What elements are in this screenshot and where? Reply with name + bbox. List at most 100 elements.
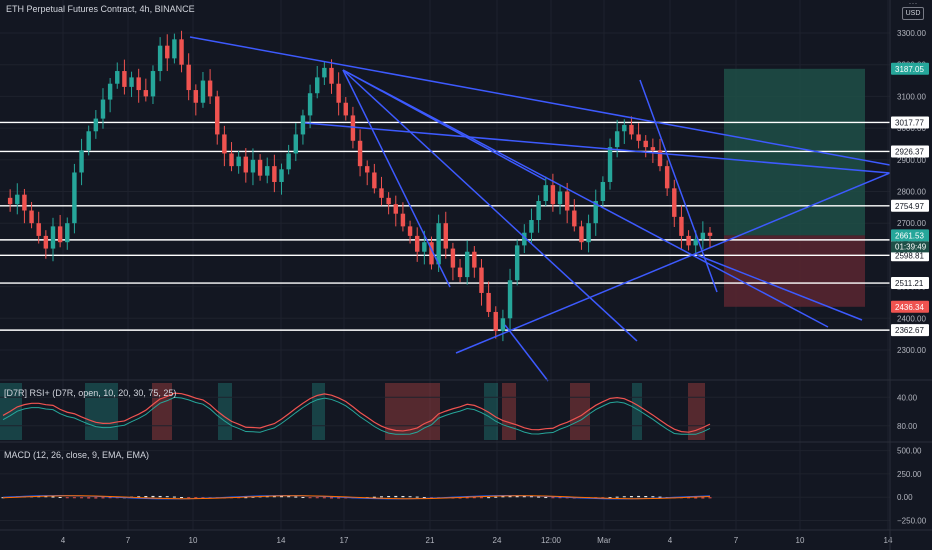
price-level-label: 2926.37 (895, 147, 924, 156)
price-tag (891, 62, 929, 75)
macd-histogram-bar (387, 496, 391, 498)
trendline[interactable] (304, 122, 891, 174)
candle-body (293, 134, 299, 154)
candle-body (207, 80, 213, 97)
trendline[interactable] (342, 69, 451, 288)
macd-histogram-bar (294, 496, 298, 498)
loss-zone[interactable] (724, 235, 865, 307)
candle-body (593, 201, 598, 224)
candle-body (479, 267, 484, 293)
candle-body (443, 223, 448, 249)
candle-body (107, 83, 113, 100)
time-tick-label: Mar (597, 536, 611, 545)
candle-body (693, 239, 698, 246)
candle-body (657, 150, 663, 167)
candle-body (422, 242, 427, 252)
candle-body (650, 147, 656, 151)
ellipsis-icon: ⋯ (908, 0, 918, 8)
macd-histogram-bar (415, 496, 419, 498)
candle-body (522, 232, 527, 246)
candle-body (222, 134, 227, 154)
rsi-tick-label: 40.00 (897, 393, 918, 402)
macd-histogram-bar (51, 496, 55, 498)
candle-body (493, 311, 498, 331)
price-tag-label: 2436.34 (895, 303, 924, 312)
price-tag-label: 3187.05 (895, 65, 924, 74)
price-tick-label: 3100.00 (897, 92, 926, 101)
time-tick-label: 10 (189, 536, 198, 545)
candle-body (407, 226, 413, 236)
price-tag-label: 2661.53 (895, 231, 924, 240)
candle-body (165, 45, 170, 59)
trendline[interactable] (342, 69, 546, 181)
candle-body (579, 226, 584, 243)
price-level-tag (891, 116, 929, 129)
macd-histogram-bar (544, 497, 548, 499)
macd-histogram-bar (315, 497, 319, 499)
candle-body (357, 140, 363, 167)
candle-body (514, 245, 520, 281)
rsi-title: [D7R] RSI+ (D7R, open, 10, 20, 30, 75, 2… (4, 388, 177, 398)
trendline[interactable] (189, 36, 891, 166)
candle-body (586, 223, 591, 243)
candle-body (29, 210, 34, 224)
time-tick-label: 4 (668, 536, 673, 545)
macd-histogram-bar (144, 496, 148, 498)
candle-body (664, 166, 670, 189)
macd-tick-label: 250.00 (897, 470, 922, 479)
candle-body (236, 156, 241, 167)
trendline[interactable] (342, 69, 829, 328)
trendline[interactable] (342, 69, 638, 342)
price-axis[interactable]: 2300.002400.002500.002600.002700.002800.… (891, 29, 929, 355)
trendline[interactable] (639, 79, 718, 293)
candle-body (557, 191, 563, 205)
candle-body (336, 83, 341, 103)
trendlines[interactable] (189, 36, 891, 382)
rsi-tick-label: 80.00 (897, 422, 918, 431)
candle-body (329, 67, 334, 84)
trendline[interactable] (504, 324, 549, 382)
price-level-label: 2598.81 (895, 251, 924, 260)
time-axis[interactable]: 4 7 10 14 17 21 24 12:00 Mar 4 7 10 14 (61, 536, 893, 545)
candle-body (172, 39, 177, 59)
macd-pane: 500.00 250.00 0.00 −250.00 (0, 447, 927, 526)
macd-histogram-bar (408, 496, 412, 498)
candle-body (700, 232, 706, 240)
macd-signal-line (2, 495, 711, 500)
candle-body (315, 77, 320, 94)
candle-body (57, 226, 63, 243)
trendline[interactable] (696, 254, 863, 321)
candle-body (279, 169, 284, 182)
macd-histogram-bar (558, 497, 562, 499)
macd-histogram-bar (501, 496, 505, 498)
macd-histogram-bar (487, 497, 491, 499)
macd-histogram-bar (180, 497, 184, 499)
candle-body (622, 124, 627, 132)
candle-body (364, 166, 370, 173)
candle-body (72, 172, 77, 224)
candle-body (150, 71, 156, 97)
price-tag (891, 300, 929, 313)
trendline[interactable] (455, 172, 891, 354)
time-tick-label: 12:00 (541, 536, 562, 545)
candle-body (215, 96, 220, 135)
macd-histogram-bar (151, 495, 155, 498)
menu-button[interactable]: ⋯ (902, 0, 924, 8)
candle-body (564, 191, 570, 211)
candle-body (536, 201, 541, 221)
currency-button[interactable]: USD (902, 7, 924, 20)
macd-histogram-bar (701, 497, 705, 499)
rsi-overbought-band (385, 383, 440, 440)
candle-body (86, 131, 91, 151)
candle-body (115, 71, 120, 84)
macd-histogram-bar (551, 497, 555, 499)
candle-body (265, 166, 270, 176)
candle-body (686, 235, 691, 246)
price-level-label: 2754.97 (895, 202, 924, 211)
macd-histogram-bar (72, 497, 76, 499)
position-zones (724, 68, 865, 307)
candle-body (643, 140, 648, 148)
macd-tick-label: −250.00 (897, 517, 927, 526)
time-tick-label: 14 (884, 536, 893, 545)
